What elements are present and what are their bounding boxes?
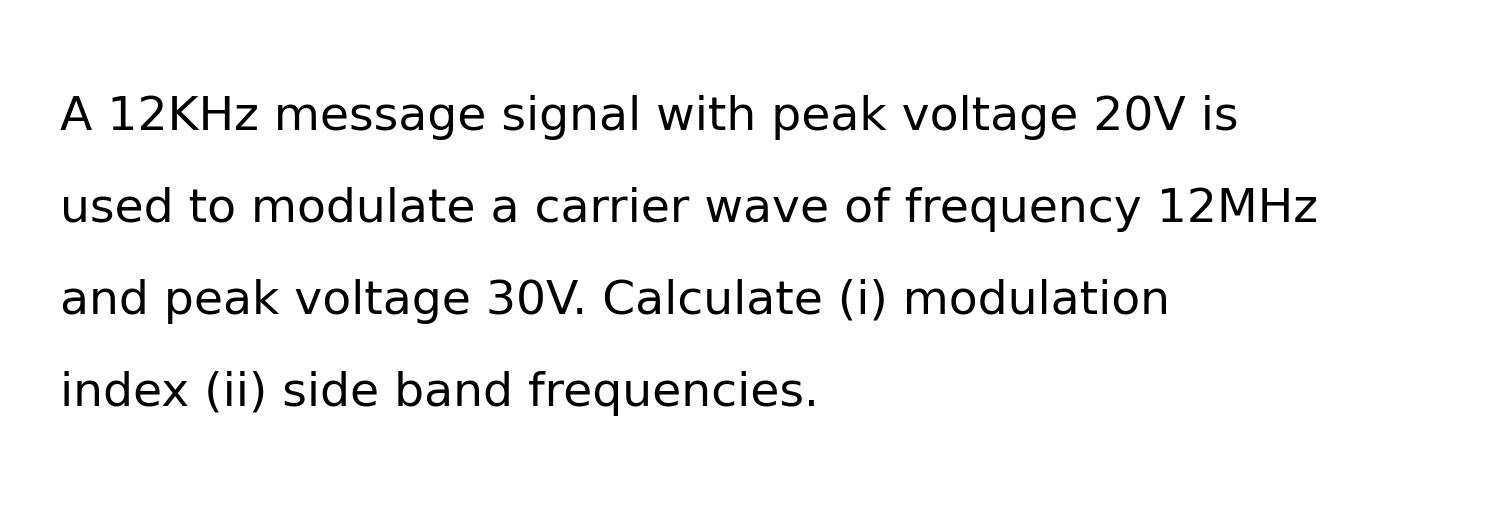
Text: index (ii) side band frequencies.: index (ii) side band frequencies.	[60, 371, 819, 416]
Text: used to modulate a carrier wave of frequency 12MHz: used to modulate a carrier wave of frequ…	[60, 187, 1318, 232]
Text: and peak voltage 30V. Calculate (i) modulation: and peak voltage 30V. Calculate (i) modu…	[60, 279, 1170, 324]
Text: A 12KHz message signal with peak voltage 20V is: A 12KHz message signal with peak voltage…	[60, 95, 1239, 140]
